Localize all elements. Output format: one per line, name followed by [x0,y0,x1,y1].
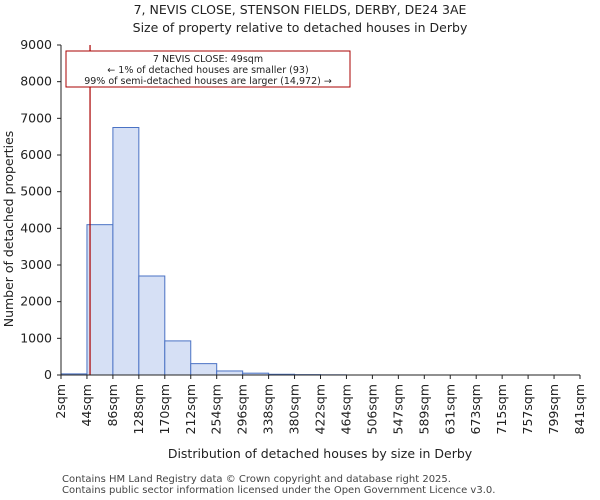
bar-170sqm [164,340,192,376]
bar-86sqm [112,127,140,376]
histogram-chart: 7, NEVIS CLOSE, STENSON FIELDS, DERBY, D… [1,2,587,461]
x-tick-label-673sqm: 673sqm [468,384,483,434]
y-tick-label-2000: 2000 [20,294,52,309]
x-tick-label-296sqm: 296sqm [235,384,250,434]
x-tick-label-254sqm: 254sqm [209,384,224,434]
x-tick-label-757sqm: 757sqm [520,384,535,434]
bar-128sqm [138,275,166,376]
y-tick-label-6000: 6000 [20,147,52,162]
x-tick-label-128sqm: 128sqm [131,384,146,434]
y-tick-label-9000: 9000 [20,37,52,52]
annotation-line-2: ← 1% of detached houses are smaller (93) [107,65,308,76]
y-tick-label-3000: 3000 [20,257,52,272]
annotation-group: 7 NEVIS CLOSE: 49sqm ← 1% of detached ho… [65,50,351,88]
bars-group [60,127,347,376]
x-tick-label-715sqm: 715sqm [494,384,509,434]
x-tick-label-2sqm: 2sqm [53,384,68,419]
chart-subtitle: Size of property relative to detached ho… [133,20,468,35]
x-tick-label-589sqm: 589sqm [416,384,431,434]
footer-line-2: Contains public sector information licen… [62,485,496,496]
y-tick-label-5000: 5000 [20,184,52,199]
x-tick-label-506sqm: 506sqm [364,384,379,434]
y-tick-label-7000: 7000 [20,110,52,125]
y-tick-label-8000: 8000 [20,74,52,89]
x-tick-label-338sqm: 338sqm [261,384,276,434]
annotation-line-1: 7 NEVIS CLOSE: 49sqm [153,54,263,65]
bar-212sqm [190,363,218,376]
x-tick-label-422sqm: 422sqm [313,384,328,434]
footer-line-1: Contains HM Land Registry data © Crown c… [62,474,451,485]
annotation-line-3: 99% of semi-detached houses are larger (… [84,76,332,87]
annotation-box [65,50,351,88]
bar-254sqm [216,370,244,376]
x-tick-label-44sqm: 44sqm [79,384,94,427]
y-tick-label-1000: 1000 [20,330,52,345]
x-tick-label-212sqm: 212sqm [183,384,198,434]
x-tick-label-464sqm: 464sqm [338,384,353,434]
x-tick-label-547sqm: 547sqm [390,384,405,434]
x-tick-label-631sqm: 631sqm [442,384,457,434]
y-tick-label-4000: 4000 [20,220,52,235]
y-tick-label-0: 0 [44,367,52,382]
x-tick-label-380sqm: 380sqm [287,384,302,434]
y-axis-label: Number of detached properties [1,131,16,328]
x-tick-label-841sqm: 841sqm [572,384,587,434]
x-tick-label-86sqm: 86sqm [105,384,120,427]
bar-44sqm [86,224,114,376]
x-tick-labels: 2sqm 44sqm 86sqm 128sqm 170sqm 212sqm 254sqm 29… [53,384,587,434]
axes-group [57,44,581,379]
x-axis-label: Distribution of detached houses by size … [168,446,473,461]
y-tick-labels: 0 1000 2000 3000 4000 5000 6000 7000 8000 9000 [20,37,52,382]
x-tick-label-170sqm: 170sqm [157,384,172,434]
x-tick-label-799sqm: 799sqm [546,384,561,434]
chart-title: 7, NEVIS CLOSE, STENSON FIELDS, DERBY, D… [134,2,467,17]
